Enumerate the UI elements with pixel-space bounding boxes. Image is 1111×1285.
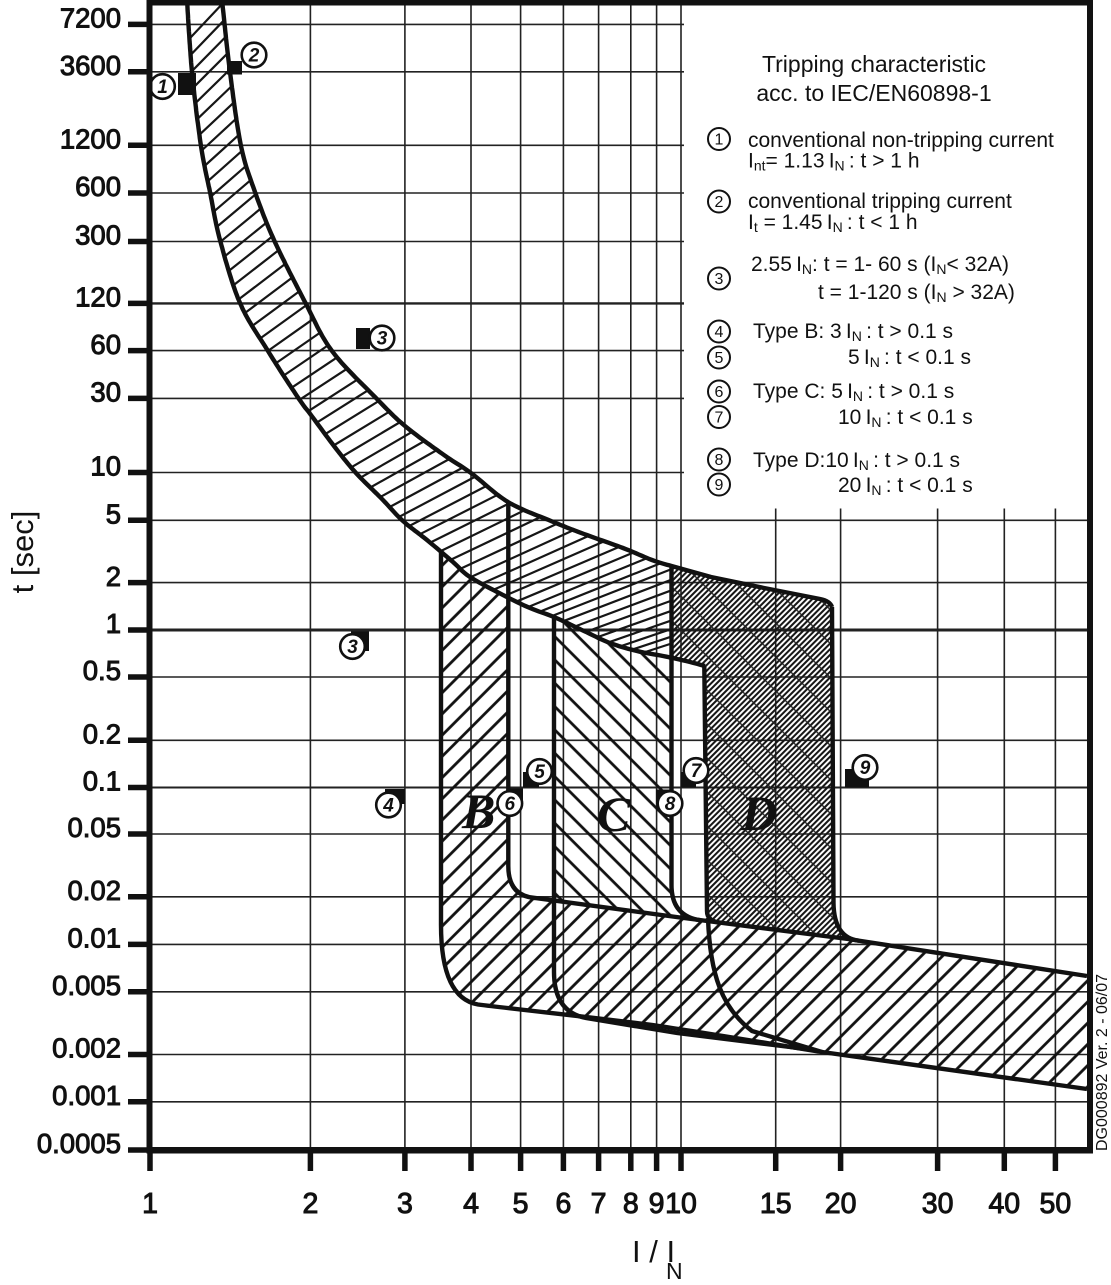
svg-text:50: 50 (1040, 1188, 1072, 1220)
svg-text:30: 30 (922, 1188, 954, 1220)
svg-text:8: 8 (623, 1188, 639, 1220)
svg-text:1: 1 (715, 132, 724, 149)
svg-text:2: 2 (248, 46, 260, 67)
svg-text:2: 2 (715, 194, 724, 211)
svg-text:9: 9 (715, 477, 724, 494)
svg-text:40: 40 (988, 1188, 1020, 1220)
svg-text:0.05: 0.05 (67, 812, 121, 843)
svg-text:5: 5 (106, 499, 121, 530)
svg-text:0.0005: 0.0005 (37, 1128, 121, 1159)
svg-text:4: 4 (382, 796, 394, 817)
svg-text:1200: 1200 (60, 124, 121, 155)
svg-text:Int= 1.13 IN : t > 1 h: Int= 1.13 IN : t > 1 h (748, 150, 920, 174)
svg-text:0.001: 0.001 (52, 1080, 121, 1111)
svg-text:6: 6 (555, 1188, 571, 1220)
svg-text:3: 3 (397, 1188, 413, 1220)
svg-text:B: B (461, 783, 495, 839)
svg-text:0.02: 0.02 (67, 875, 121, 906)
svg-text:1: 1 (157, 77, 168, 98)
svg-text:8: 8 (665, 794, 676, 815)
svg-text:300: 300 (75, 220, 121, 251)
svg-text:C: C (597, 786, 631, 842)
svg-text:9: 9 (649, 1188, 665, 1220)
svg-text:30: 30 (90, 377, 121, 408)
svg-text:0.01: 0.01 (67, 923, 121, 954)
svg-text:3: 3 (377, 329, 388, 350)
svg-text:Tripping characteristic: Tripping characteristic (762, 51, 986, 77)
svg-text:20: 20 (825, 1188, 857, 1220)
svg-text:9: 9 (860, 758, 871, 779)
svg-text:10: 10 (90, 451, 121, 482)
svg-text:8: 8 (715, 452, 724, 469)
svg-text:0.002: 0.002 (52, 1033, 121, 1064)
svg-text:Type D:10 IN : t > 0.1 s: Type D:10 IN : t > 0.1 s (753, 449, 960, 473)
svg-text:10: 10 (665, 1188, 697, 1220)
svg-text:I / I: I / I (632, 1234, 675, 1269)
svg-text:5: 5 (534, 762, 545, 783)
svg-text:5 IN : t < 0.1 s: 5 IN : t < 0.1 s (848, 346, 971, 370)
svg-text:3600: 3600 (60, 50, 121, 81)
svg-text:2: 2 (302, 1188, 318, 1220)
svg-text:6: 6 (715, 384, 724, 401)
svg-text:7: 7 (591, 1188, 607, 1220)
svg-text:N: N (666, 1258, 683, 1280)
svg-text:6: 6 (505, 794, 516, 815)
svg-text:120: 120 (75, 282, 121, 313)
svg-text:0.1: 0.1 (83, 766, 121, 797)
svg-text:15: 15 (760, 1188, 792, 1220)
svg-text:0.2: 0.2 (83, 719, 121, 750)
svg-text:1: 1 (142, 1188, 158, 1220)
svg-text:2: 2 (106, 561, 121, 592)
svg-text:7200: 7200 (60, 3, 121, 34)
svg-text:4: 4 (715, 324, 724, 341)
svg-text:20 IN : t < 0.1 s: 20 IN : t < 0.1 s (838, 474, 973, 498)
svg-text:t [sec]: t [sec] (5, 511, 40, 594)
svg-text:7: 7 (691, 761, 703, 782)
svg-text:acc. to IEC/EN60898-1: acc. to IEC/EN60898-1 (756, 80, 991, 106)
svg-text:t = 1-120 s (IN > 32A): t = 1-120 s (IN > 32A) (818, 281, 1015, 305)
svg-text:conventional non-tripping curr: conventional non-tripping current (748, 129, 1054, 152)
svg-text:DG000892 Ver. 2 - 06/07: DG000892 Ver. 2 - 06/07 (1094, 974, 1111, 1151)
svg-text:conventional tripping current: conventional tripping current (748, 190, 1012, 213)
svg-text:0.005: 0.005 (52, 970, 121, 1001)
svg-text:600: 600 (75, 171, 121, 202)
svg-text:3: 3 (347, 637, 358, 658)
svg-text:10 IN : t < 0.1 s: 10 IN : t < 0.1 s (838, 406, 973, 430)
svg-text:D: D (740, 785, 777, 841)
svg-text:0.5: 0.5 (83, 655, 121, 686)
svg-text:5: 5 (715, 350, 724, 367)
svg-text:5: 5 (513, 1188, 529, 1220)
svg-text:2.55 IN: t = 1- 60 s (IN< 32A): 2.55 IN: t = 1- 60 s (IN< 32A) (751, 253, 1009, 277)
svg-text:7: 7 (715, 410, 724, 427)
svg-text:60: 60 (90, 329, 121, 360)
svg-text:1: 1 (106, 608, 121, 639)
svg-text:3: 3 (715, 271, 724, 288)
svg-text:4: 4 (463, 1188, 479, 1220)
